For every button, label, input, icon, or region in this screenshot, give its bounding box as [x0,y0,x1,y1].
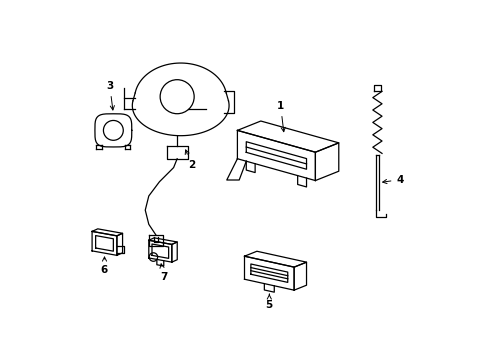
Text: 1: 1 [277,101,285,132]
Text: 7: 7 [160,264,167,282]
Text: 3: 3 [106,81,114,110]
Text: 2: 2 [185,150,195,170]
Text: 4: 4 [382,175,403,185]
Text: 5: 5 [265,294,272,310]
Text: 6: 6 [101,257,108,275]
